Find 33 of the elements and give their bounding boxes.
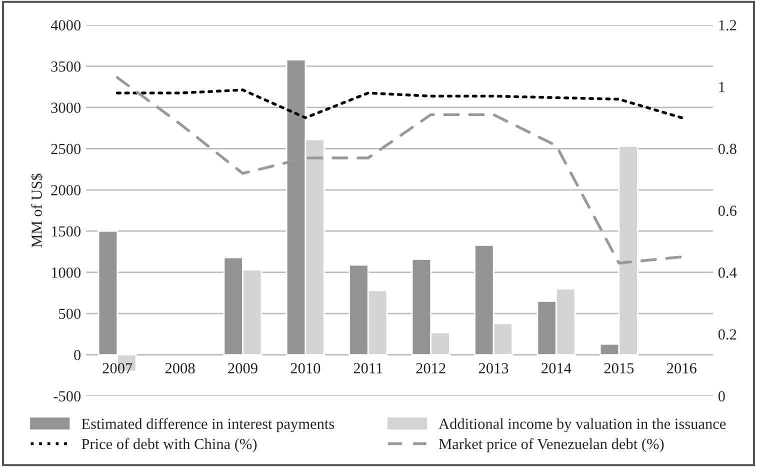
- x-tick-label: 2008: [165, 363, 195, 374]
- y2-tick-label: 0: [718, 391, 725, 402]
- y-axis-title: MM of US$: [30, 174, 43, 248]
- y-tick-label: 0: [74, 350, 81, 360]
- x-tick-label: 2012: [416, 363, 446, 374]
- y2-tick-label: 0.4: [718, 267, 737, 278]
- legend-label: Market price of Venezuelan debt (%): [438, 438, 664, 452]
- legend-label: Estimated difference in interest payments: [82, 418, 334, 432]
- y-tick-label: 3000: [51, 102, 81, 113]
- y2-tick-label: 0.6: [718, 206, 736, 216]
- y-tick-label: 3500: [51, 61, 81, 72]
- legend-label: Additional income by valuation in the issuance: [438, 418, 726, 432]
- line-series: [116, 88, 684, 120]
- legend-label: Price of debt with China (%): [82, 438, 257, 452]
- y-tick-label: 4000: [50, 20, 81, 30]
- y-tick-label: 2000: [51, 185, 81, 196]
- x-tick-label: 2016: [667, 363, 696, 374]
- y2-tick-label: 1: [719, 82, 725, 92]
- x-tick-label: 2010: [290, 363, 320, 374]
- y-tick-label: -500: [54, 391, 81, 402]
- y-tick-label: 1000: [52, 267, 81, 278]
- y-tick-label: 1500: [52, 226, 81, 237]
- y2-tick-label: 0.2: [718, 329, 736, 340]
- x-tick-label: 2011: [354, 363, 382, 374]
- x-tick-label: 2009: [228, 363, 258, 374]
- y2-tick-label: 1.2: [719, 20, 736, 31]
- y-tick-label: 500: [59, 308, 81, 320]
- y-tick-label: 2500: [51, 144, 81, 154]
- x-tick-label: 2013: [478, 363, 508, 374]
- x-tick-label: 2015: [604, 363, 634, 374]
- x-tick-label: 2014: [542, 363, 572, 374]
- y2-tick-label: 0.8: [718, 144, 736, 154]
- x-tick-label: 2007: [102, 363, 132, 374]
